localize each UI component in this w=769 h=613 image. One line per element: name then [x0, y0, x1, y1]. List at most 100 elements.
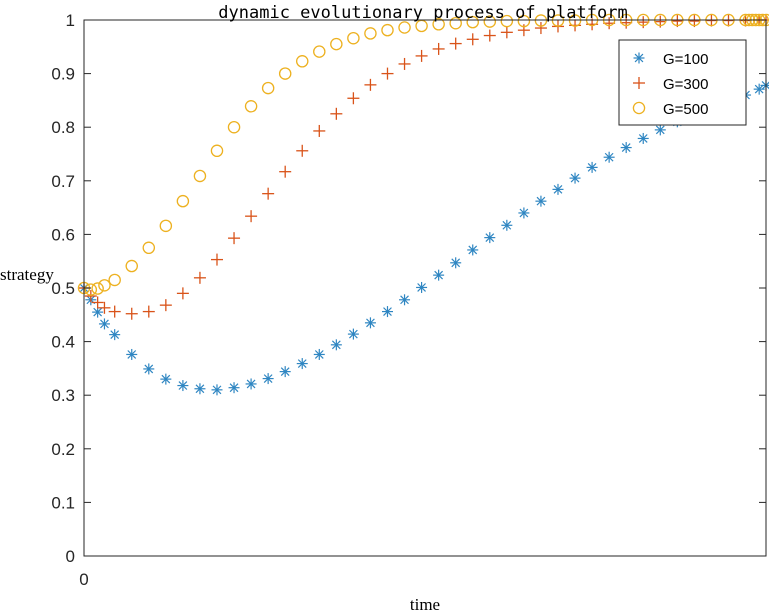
data-point: [125, 307, 138, 320]
data-point: [143, 363, 155, 375]
data-point: [228, 382, 240, 394]
data-point: [330, 37, 343, 51]
data-point: [91, 282, 104, 295]
y-tick-label: 0.3: [51, 386, 75, 405]
data-point: [279, 165, 292, 178]
data-point: [262, 187, 275, 200]
data-point: [261, 81, 275, 95]
data-point: [603, 151, 615, 163]
data-point: [416, 281, 428, 293]
data-point: [159, 219, 173, 233]
data-point: [108, 273, 121, 287]
data-point: [483, 15, 497, 28]
legend-marker: [632, 101, 646, 115]
data-point: [534, 22, 547, 35]
data-point: [227, 120, 241, 134]
data-point: [534, 14, 548, 27]
data-point: [142, 241, 156, 255]
series-2: [78, 14, 769, 320]
data-point: [228, 232, 241, 245]
data-point: [279, 366, 291, 378]
data-point: [296, 358, 308, 370]
data-point: [449, 37, 462, 50]
legend-item: G=500: [632, 101, 708, 118]
data-point: [551, 14, 565, 27]
data-point: [586, 161, 598, 173]
data-point: [535, 195, 547, 207]
data-point: [432, 42, 445, 55]
legend-label: G=100: [663, 51, 708, 68]
data-point: [91, 296, 104, 309]
data-point: [466, 15, 479, 29]
data-point: [753, 83, 765, 95]
data-point: [415, 49, 428, 62]
data-point: [142, 305, 155, 318]
data-point: [654, 124, 666, 136]
data-point: [92, 306, 104, 318]
data-point: [484, 232, 496, 244]
data-point: [295, 55, 309, 68]
data-point: [296, 144, 309, 157]
data-point: [313, 348, 325, 360]
data-point: [450, 257, 462, 269]
data-point: [501, 219, 513, 231]
data-point: [569, 172, 581, 184]
data-point: [433, 269, 445, 281]
data-point: [364, 317, 376, 329]
data-point: [569, 19, 582, 32]
legend-label: G=300: [663, 76, 708, 93]
data-point: [381, 306, 393, 318]
y-tick-label: 0: [66, 547, 75, 566]
data-point: [330, 107, 343, 120]
legend-marker: [633, 52, 645, 64]
axes: 0 0.1 0.2 0.3 0.4 0.5 0.6 0.7 0.8 0.9 1 0: [51, 11, 767, 589]
data-point: [483, 29, 496, 42]
data-point: [568, 14, 582, 27]
legend-marker: [633, 77, 645, 89]
data-point: [159, 299, 172, 312]
data-point: [467, 244, 479, 256]
data-point: [620, 142, 632, 154]
y-tick-label: 0.8: [51, 118, 75, 137]
chart-title: dynamic evolutionary process of platform: [218, 3, 627, 23]
data-point: [347, 31, 360, 45]
series-1: [78, 79, 769, 396]
data-point: [126, 348, 138, 360]
data-point: [193, 271, 206, 284]
data-point: [160, 373, 172, 385]
data-point: [432, 18, 445, 31]
data-point: [98, 318, 110, 330]
y-tick-label: 0.7: [51, 172, 75, 191]
data-point: [620, 16, 633, 29]
data-point: [705, 14, 718, 27]
y-tick-label: 0.1: [51, 493, 75, 512]
y-tick-label: 0.6: [51, 225, 75, 244]
y-tick-label: 0.5: [51, 279, 75, 298]
data-point: [518, 207, 530, 219]
data-point: [125, 259, 138, 273]
data-point: [381, 67, 394, 80]
data-point: [398, 57, 411, 70]
data-point: [466, 33, 479, 46]
data-point: [176, 194, 190, 208]
data-point: [722, 14, 735, 27]
y-tick-label: 0.9: [51, 65, 75, 84]
data-point: [500, 26, 513, 39]
data-point: [517, 14, 531, 28]
y-tick-label: 1: [66, 11, 75, 30]
data-point: [244, 100, 258, 113]
data-point: [211, 384, 223, 396]
y-axis-label: strategy: [0, 265, 54, 284]
legend: G=100 G=300 G=500: [618, 39, 747, 126]
data-point: [194, 383, 206, 395]
x-axis-label: time: [410, 595, 440, 613]
data-point: [245, 378, 257, 390]
data-point: [84, 290, 97, 303]
y-tick-label: 0.2: [51, 440, 75, 459]
legend-item: G=100: [633, 51, 708, 68]
data-point: [98, 279, 111, 292]
data-point: [398, 21, 411, 34]
data-point: [176, 287, 189, 300]
y-tick-label: 0.4: [51, 333, 75, 352]
data-point: [381, 23, 394, 37]
